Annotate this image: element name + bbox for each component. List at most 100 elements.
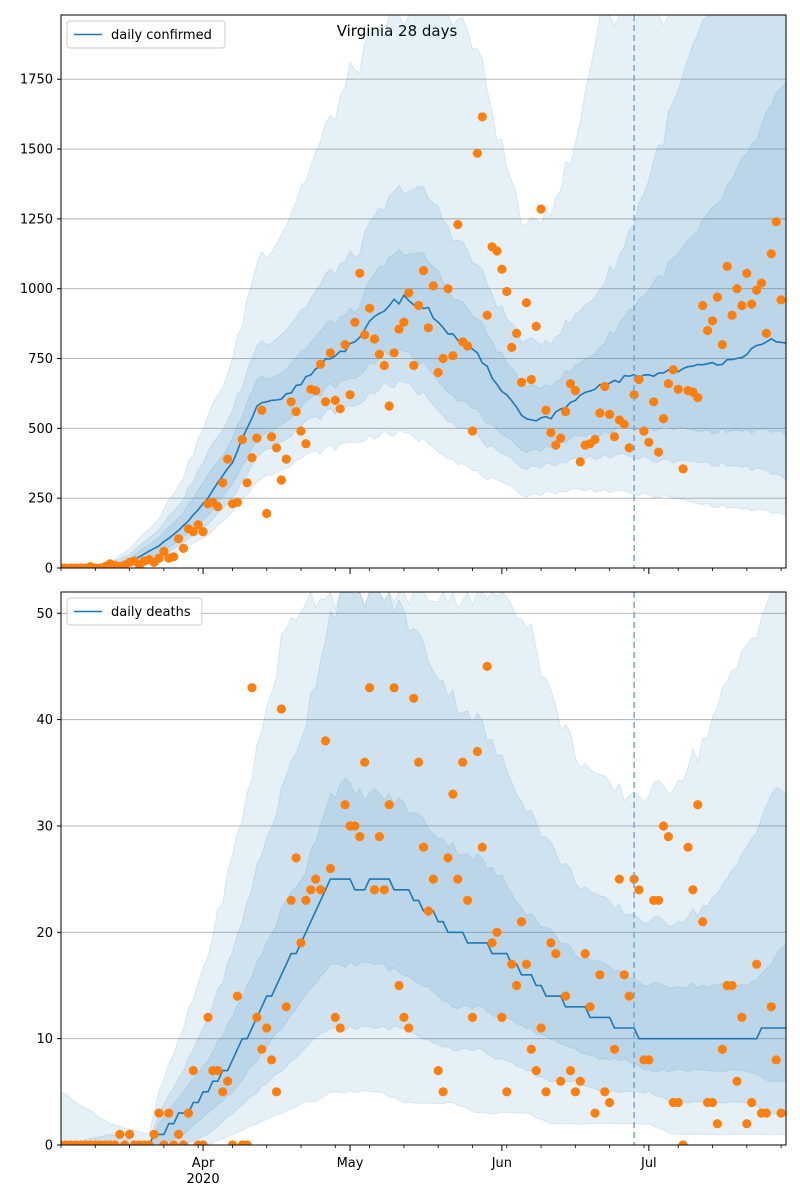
data-point [404,1023,414,1033]
data-point [605,409,615,419]
data-point [428,874,438,884]
x-tick-label: May [337,1156,364,1171]
data-point [737,1012,747,1023]
legend-label: daily deaths [111,605,191,620]
data-point [477,842,487,852]
data-point [311,386,321,396]
data-point [369,885,380,895]
data-point [663,379,674,389]
data-point [776,295,786,305]
data-point [325,348,335,358]
data-point [516,917,527,927]
data-point [286,397,296,407]
data-point [399,1012,409,1023]
data-point [242,478,252,488]
data-point [492,246,502,256]
median-line [61,293,786,568]
data-point [120,1140,130,1145]
data-point [609,1044,620,1054]
data-point [247,453,257,463]
data-point [369,334,380,344]
data-point [717,1044,727,1054]
data-point [629,390,639,400]
data-point [154,1108,164,1118]
data-point [644,437,654,447]
data-point [301,895,311,906]
data-point [232,497,242,507]
data-point [717,340,727,350]
x-tick-label: Jun [491,1156,512,1171]
plot-area [61,15,786,568]
data-point [678,464,688,474]
data-point [585,1002,595,1012]
data-point [605,1097,615,1108]
data-point [467,1012,478,1023]
data-point [262,508,272,519]
data-point [320,397,331,407]
data-point [511,980,522,991]
data-point [418,842,429,852]
data-point [443,853,453,863]
data-point [727,310,737,320]
y-tick-label: 1750 [20,73,53,88]
y-tick-label: 10 [36,1032,53,1047]
data-point [688,885,698,895]
data-point [487,938,497,948]
data-point [526,1044,536,1054]
data-point [551,440,561,450]
data-point [752,285,762,295]
data-point [252,1012,262,1023]
data-point [237,434,247,445]
data-point [570,386,581,396]
data-point [301,439,311,449]
data-point [761,328,772,338]
data-point [414,757,424,767]
data-point [502,1087,512,1097]
data-point [188,1066,198,1076]
y-tick-label: 20 [36,926,53,941]
data-point [423,323,433,333]
data-point [169,552,179,562]
data-point [247,683,257,693]
data-point [291,407,301,417]
data-point [355,832,365,842]
data-point [590,1108,600,1118]
data-point [438,1087,448,1097]
data-point [590,434,600,445]
data-point [761,1108,772,1118]
data-point [335,404,345,414]
data-point [291,853,301,863]
data-point [551,949,561,959]
band-50 [61,81,786,568]
y-tick-label: 40 [36,713,53,728]
data-point [365,683,375,693]
data-point [747,299,757,309]
data-point [497,1012,507,1023]
data-point [335,1023,345,1033]
data-point [472,746,482,757]
data-point [296,938,306,948]
data-point [756,278,767,288]
data-point [360,330,370,340]
data-point [340,800,350,810]
data-point [732,1076,742,1086]
data-point [629,874,639,884]
band-80 [61,15,786,568]
data-point [570,1087,581,1097]
data-point [678,1140,688,1145]
data-point [614,874,625,884]
data-point [546,938,556,948]
data-point [198,1140,208,1145]
data-point [262,1023,272,1033]
data-point [418,266,429,276]
data-point [389,683,399,693]
data-point [144,1140,154,1145]
data-point [394,324,404,334]
data-point [561,991,571,1001]
y-tick-label: 750 [28,352,53,367]
y-tick-label: 1000 [20,282,53,297]
data-point [752,959,762,969]
data-point [423,906,433,916]
data-point [624,443,634,453]
data-point [433,367,443,378]
